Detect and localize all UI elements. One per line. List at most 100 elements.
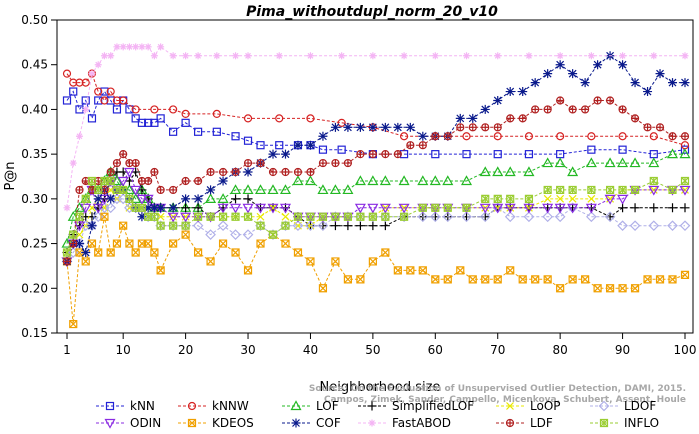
data-point xyxy=(531,105,539,113)
data-point xyxy=(137,185,147,195)
data-point xyxy=(169,221,178,230)
data-point xyxy=(269,168,277,176)
data-point xyxy=(618,145,627,154)
data-point xyxy=(506,266,515,275)
data-point xyxy=(330,122,340,132)
data-point xyxy=(206,257,215,266)
data-point xyxy=(293,248,303,257)
data-point xyxy=(107,52,115,60)
data-point xyxy=(119,96,128,105)
data-point xyxy=(356,150,365,159)
data-point xyxy=(379,175,391,186)
data-point xyxy=(481,275,490,284)
data-point xyxy=(599,418,609,428)
data-point xyxy=(418,141,427,150)
data-point xyxy=(131,248,140,257)
data-point xyxy=(243,114,253,123)
data-point xyxy=(368,419,376,427)
data-point xyxy=(680,78,690,88)
data-point xyxy=(442,175,454,186)
data-point xyxy=(62,69,72,78)
data-point xyxy=(524,150,534,159)
data-point xyxy=(618,105,627,114)
data-point xyxy=(193,176,203,186)
data-point xyxy=(504,166,516,177)
data-point xyxy=(80,203,92,214)
data-point xyxy=(243,212,253,221)
data-point xyxy=(106,96,115,105)
data-point xyxy=(144,118,153,127)
data-point xyxy=(479,166,491,177)
data-point xyxy=(587,185,596,195)
data-point xyxy=(406,266,415,275)
legend-item: kNN xyxy=(96,399,155,413)
data-point xyxy=(367,203,379,214)
data-point xyxy=(655,69,665,79)
data-point xyxy=(381,212,390,221)
legend-item: LDF xyxy=(496,416,553,430)
data-point xyxy=(87,221,97,231)
data-point xyxy=(543,275,552,284)
data-point xyxy=(556,52,564,60)
data-point xyxy=(456,123,465,132)
data-point xyxy=(630,78,640,88)
data-point xyxy=(506,114,515,123)
data-point xyxy=(217,203,229,214)
data-point xyxy=(668,78,678,88)
data-point xyxy=(369,52,377,60)
data-point xyxy=(318,158,328,168)
legend-label: LDOF xyxy=(624,399,656,413)
data-point xyxy=(123,167,135,178)
data-point xyxy=(556,185,565,195)
data-point xyxy=(431,132,439,140)
data-point xyxy=(618,203,628,213)
data-point xyxy=(419,141,427,149)
data-point xyxy=(649,176,658,186)
data-point xyxy=(94,176,103,186)
data-point xyxy=(542,211,554,223)
data-point xyxy=(554,203,566,214)
series-line xyxy=(66,216,686,325)
data-point xyxy=(63,204,71,212)
data-point xyxy=(680,203,690,213)
data-point xyxy=(504,211,516,223)
data-point xyxy=(587,145,596,154)
series-kdeos xyxy=(62,212,690,329)
data-point xyxy=(306,52,314,60)
data-point xyxy=(431,203,440,212)
data-point xyxy=(137,203,147,212)
data-point xyxy=(306,168,314,176)
data-point xyxy=(94,185,103,195)
legend-item: SimplifiedLOF xyxy=(358,399,474,413)
data-point xyxy=(524,194,534,203)
data-point xyxy=(380,122,390,132)
data-point xyxy=(331,212,340,221)
data-point xyxy=(331,159,339,167)
data-point xyxy=(256,212,265,221)
data-point xyxy=(368,150,377,159)
data-point xyxy=(585,157,597,168)
data-point xyxy=(429,175,441,186)
data-point xyxy=(69,159,77,167)
data-point xyxy=(593,60,603,70)
data-point xyxy=(331,257,340,266)
series-cof xyxy=(62,51,690,266)
data-point xyxy=(431,275,440,284)
data-point xyxy=(393,150,402,159)
data-point xyxy=(279,184,292,195)
data-point xyxy=(169,239,178,248)
data-point xyxy=(543,194,552,203)
data-point xyxy=(668,185,677,195)
data-point xyxy=(144,177,152,185)
watermark-line-2: Campos, Zimek, Sander, Campello, Micenko… xyxy=(324,395,686,405)
data-point xyxy=(555,60,565,70)
data-point xyxy=(106,176,115,186)
data-point xyxy=(481,194,490,203)
data-point xyxy=(306,257,315,266)
data-point xyxy=(531,275,540,284)
data-point xyxy=(418,131,428,141)
data-point xyxy=(356,150,364,158)
y-axis: 0.15 0.20 0.25 0.30 0.35 0.40 0.45 0.50 xyxy=(21,13,57,340)
data-point xyxy=(656,123,664,131)
data-point xyxy=(181,194,191,204)
